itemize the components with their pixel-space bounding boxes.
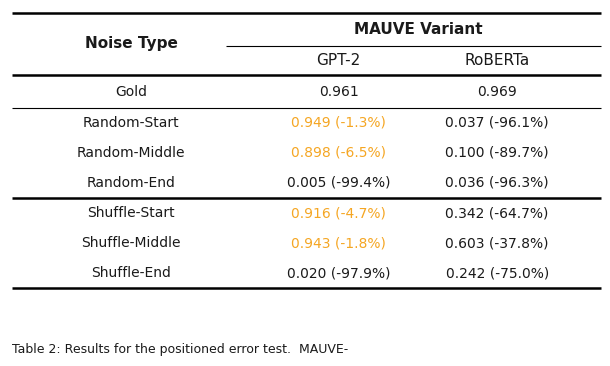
Text: 0.100 (-89.7%): 0.100 (-89.7%) [445, 146, 549, 160]
Text: 0.969: 0.969 [477, 85, 517, 98]
Text: 0.961: 0.961 [318, 85, 359, 98]
Text: 0.603 (-37.8%): 0.603 (-37.8%) [445, 236, 549, 250]
Text: 0.036 (-96.3%): 0.036 (-96.3%) [445, 176, 549, 190]
Text: 0.342 (-64.7%): 0.342 (-64.7%) [445, 206, 549, 220]
Text: 0.037 (-96.1%): 0.037 (-96.1%) [445, 116, 549, 130]
Text: Random-End: Random-End [87, 176, 176, 190]
Text: 0.943 (-1.8%): 0.943 (-1.8%) [291, 236, 386, 250]
Text: Random-Start: Random-Start [83, 116, 179, 130]
Text: Shuffle-Middle: Shuffle-Middle [81, 236, 181, 250]
Text: Gold: Gold [115, 85, 147, 98]
Text: 0.898 (-6.5%): 0.898 (-6.5%) [291, 146, 386, 160]
Text: 0.005 (-99.4%): 0.005 (-99.4%) [287, 176, 390, 190]
Text: 0.242 (-75.0%): 0.242 (-75.0%) [445, 266, 549, 280]
Text: Table 2: Results for the positioned error test.  MAUVE-: Table 2: Results for the positioned erro… [12, 343, 348, 356]
Text: 0.020 (-97.9%): 0.020 (-97.9%) [287, 266, 390, 280]
Text: Shuffle-End: Shuffle-End [92, 266, 171, 280]
Text: MAUVE Variant: MAUVE Variant [354, 22, 482, 37]
Text: Shuffle-Start: Shuffle-Start [87, 206, 175, 220]
Text: RoBERTa: RoBERTa [465, 53, 529, 68]
Text: Random-Middle: Random-Middle [77, 146, 185, 160]
Text: Noise Type: Noise Type [85, 37, 178, 51]
Text: 0.916 (-4.7%): 0.916 (-4.7%) [291, 206, 386, 220]
Text: GPT-2: GPT-2 [317, 53, 361, 68]
Text: 0.949 (-1.3%): 0.949 (-1.3%) [291, 116, 386, 130]
